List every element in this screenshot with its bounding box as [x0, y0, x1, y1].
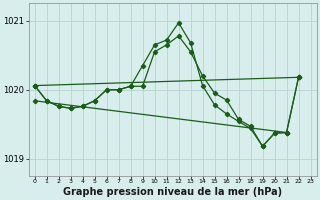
X-axis label: Graphe pression niveau de la mer (hPa): Graphe pression niveau de la mer (hPa) [63, 187, 282, 197]
